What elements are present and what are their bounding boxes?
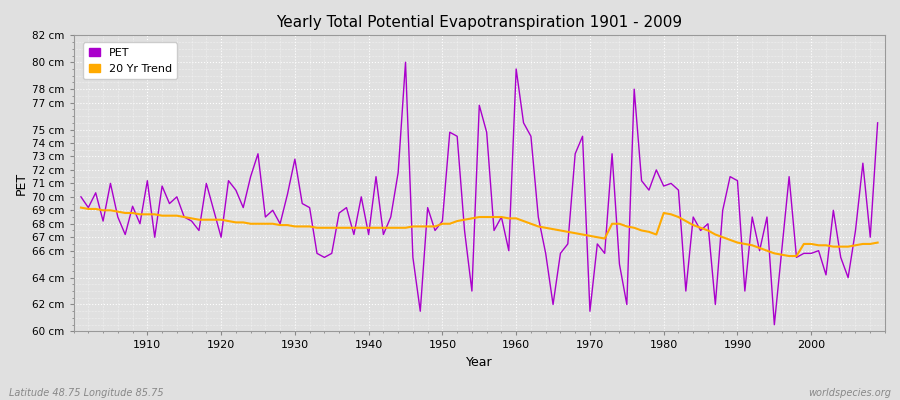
PET	[135, 221, 146, 226]
Text: Latitude 48.75 Longitude 85.75: Latitude 48.75 Longitude 85.75	[9, 388, 164, 398]
20 Yr Trend	[297, 224, 308, 229]
PET	[511, 66, 522, 71]
PET	[400, 60, 411, 65]
PET	[518, 120, 529, 125]
PET	[297, 201, 308, 206]
Legend: PET, 20 Yr Trend: PET, 20 Yr Trend	[83, 42, 177, 79]
20 Yr Trend	[341, 225, 352, 230]
PET	[607, 151, 617, 156]
20 Yr Trend	[872, 240, 883, 245]
20 Yr Trend	[599, 236, 610, 241]
X-axis label: Year: Year	[466, 356, 492, 369]
Y-axis label: PET: PET	[15, 172, 28, 195]
20 Yr Trend	[76, 205, 86, 210]
PET	[872, 120, 883, 125]
Line: PET: PET	[81, 62, 878, 325]
20 Yr Trend	[511, 216, 522, 221]
20 Yr Trend	[503, 216, 514, 221]
Title: Yearly Total Potential Evapotranspiration 1901 - 2009: Yearly Total Potential Evapotranspiratio…	[276, 15, 682, 30]
PET	[341, 205, 352, 210]
20 Yr Trend	[135, 212, 146, 217]
PET	[769, 322, 779, 327]
Text: worldspecies.org: worldspecies.org	[808, 388, 891, 398]
Line: 20 Yr Trend: 20 Yr Trend	[81, 208, 878, 256]
PET	[76, 194, 86, 199]
20 Yr Trend	[784, 254, 795, 258]
